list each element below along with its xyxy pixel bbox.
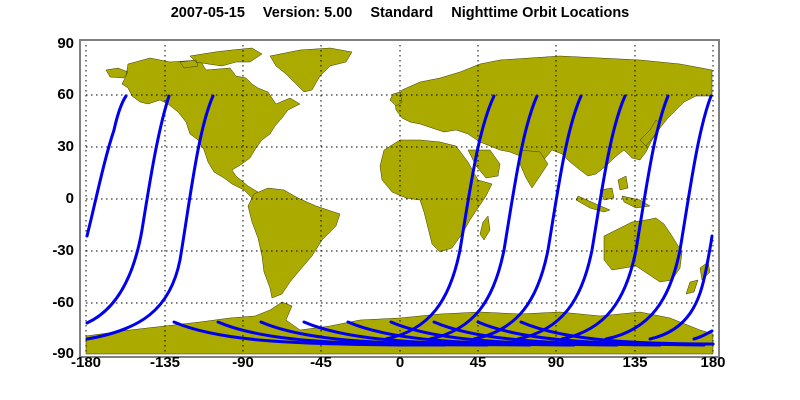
x-tick-label: 45: [469, 354, 487, 371]
orbit-track: [516, 94, 627, 341]
title-mode: Standard: [370, 5, 434, 21]
x-tick-label: 180: [700, 354, 726, 371]
orbit-track: [85, 94, 128, 238]
madagascar: [479, 215, 491, 241]
axes-frame: [79, 39, 720, 358]
orbit-track: [692, 329, 714, 341]
south-america: [247, 187, 341, 299]
orbit-track: [85, 94, 215, 341]
x-tick-label: 0: [395, 354, 405, 371]
orbit-track: [472, 94, 583, 341]
x-tick-label: -135: [149, 354, 181, 371]
orbit-track: [428, 94, 539, 341]
orbit-track: [560, 94, 670, 341]
chart-title: 2007-05-15 Version: 5.00 Standard Nighttime…: [0, 5, 800, 21]
orbit-track: [519, 320, 715, 346]
orbit-track: [85, 94, 171, 325]
orbit-track: [384, 94, 496, 341]
x-tick-label: 135: [622, 354, 648, 371]
orbit-tracks: [85, 94, 715, 347]
x-tick-label: 90: [547, 354, 565, 371]
australia: [603, 217, 683, 283]
britain: [389, 91, 403, 107]
orbit-track: [648, 234, 714, 341]
x-tick-label: -45: [310, 354, 332, 371]
arctic-islands: [179, 47, 263, 69]
title-product: Nighttime Orbit Locations: [451, 5, 630, 21]
new-zealand: [685, 261, 711, 295]
y-tick-label: 90: [57, 35, 74, 52]
title-version: Version: 5.00: [262, 5, 353, 21]
x-tick-label: -180: [70, 354, 102, 371]
y-tick-label: 0: [65, 190, 74, 207]
eurasia: [394, 55, 713, 179]
grid-lines: [85, 45, 714, 354]
india: [519, 149, 549, 189]
x-tick-label: -90: [232, 354, 254, 371]
orbit-track: [604, 94, 713, 341]
title-date: 2007-05-15: [170, 5, 245, 21]
y-tick-label: 60: [57, 86, 74, 103]
y-tick-label: 30: [57, 138, 74, 155]
greenland: [269, 47, 353, 93]
indonesia: [575, 175, 651, 213]
y-tick-label: -90: [52, 345, 74, 362]
y-tick-label: -30: [52, 242, 74, 259]
y-tick-label: -60: [52, 294, 74, 311]
